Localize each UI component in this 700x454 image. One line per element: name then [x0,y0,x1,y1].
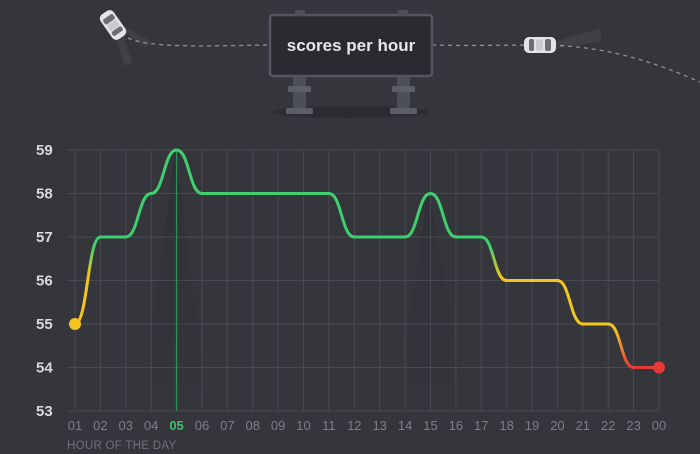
x-tick-label: 07 [220,418,234,433]
x-tick-label: 21 [576,418,590,433]
billboard-post-left [293,74,306,114]
x-axis-label: HOUR OF THE DAY [67,440,177,452]
x-tick-label: 00 [652,418,666,433]
road-dash-left [127,37,271,47]
y-tick-label: 55 [36,316,53,333]
billboard-panel [268,13,434,78]
x-tick-label: 18 [499,418,513,433]
x-tick-label: 05 [169,418,183,433]
road-dash-right [431,44,700,83]
billboard-title: scores per hour [287,36,416,55]
x-tick-label: 19 [525,418,539,433]
x-tick-label: 08 [246,418,260,433]
x-tick-label: 11 [322,418,336,433]
series-layer [69,148,665,374]
series-line [73,148,661,369]
x-tick-label: 09 [271,418,285,433]
y-tick-label: 53 [36,403,53,420]
x-tick-label: 03 [119,418,133,433]
end-point [653,361,665,374]
x-tick-label: 22 [601,418,615,433]
x-tick-label: 20 [550,418,564,433]
car-left-icon [99,10,152,66]
x-tick-label: 04 [144,418,158,433]
y-tick-label: 57 [36,229,53,246]
y-tick-label: 54 [36,360,53,377]
x-tick-label: 13 [372,418,386,433]
car-right-icon [524,29,602,53]
x-tick-label: 23 [626,418,640,433]
billboard: scores per hour [268,10,434,118]
billboard-post-right [397,74,410,114]
y-tick-label: 58 [36,186,53,203]
x-tick-label: 15 [423,418,437,433]
x-tick-label: 16 [449,418,463,433]
y-axis: 53 54 55 56 57 58 59 [36,142,53,420]
y-tick-label: 56 [36,273,53,290]
x-tick-label: 10 [296,418,310,433]
x-tick-label: 01 [68,418,82,433]
x-tick-label: 17 [474,418,488,433]
x-tick-label: 12 [347,418,361,433]
y-tick-label: 59 [36,142,53,159]
x-tick-label: 14 [398,418,412,433]
start-point [69,318,81,330]
x-axis: 01 02 03 04 05 06 07 08 09 10 11 12 13 14 15 16 17 18 19 20… [68,418,666,433]
background-shadow [140,150,470,420]
x-tick-label: 06 [195,418,209,433]
x-tick-label: 02 [93,418,107,433]
